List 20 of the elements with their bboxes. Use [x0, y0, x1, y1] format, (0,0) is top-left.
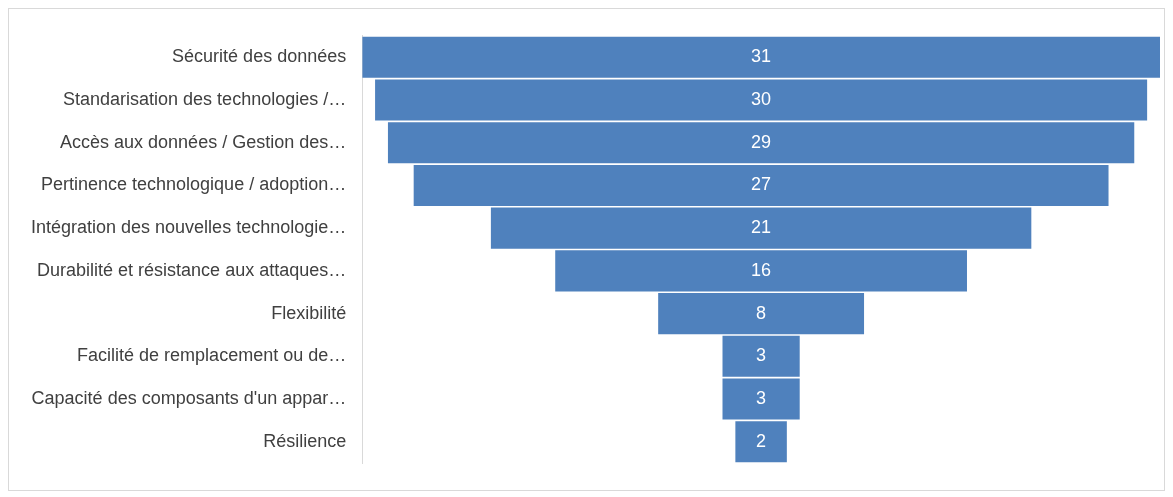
- category-label: Standarisation des technologies /…: [63, 88, 347, 109]
- category-label: Facilité de remplacement ou de…: [77, 345, 347, 366]
- data-label: 3: [756, 388, 767, 409]
- category-label: Résilience: [263, 430, 347, 451]
- category-label: Durabilité et résistance aux attaques…: [37, 259, 347, 280]
- category-label: Sécurité des données: [172, 46, 347, 67]
- category-label: Accès aux données / Gestion des…: [60, 131, 347, 152]
- data-label: 8: [756, 302, 767, 323]
- data-label: 27: [751, 174, 772, 195]
- data-label: 30: [751, 88, 772, 109]
- category-label: Flexibilité: [271, 302, 347, 323]
- data-label: 2: [756, 430, 767, 451]
- data-label: 29: [751, 131, 772, 152]
- data-label: 31: [751, 46, 772, 67]
- category-label: Intégration des nouvelles technologie…: [30, 217, 347, 238]
- category-label: Capacité des composants d'un appar…: [31, 388, 347, 409]
- category-label: Pertinence technologique / adoption…: [40, 174, 347, 195]
- data-label: 3: [756, 345, 767, 366]
- data-label: 21: [751, 217, 772, 238]
- data-label: 16: [751, 259, 772, 280]
